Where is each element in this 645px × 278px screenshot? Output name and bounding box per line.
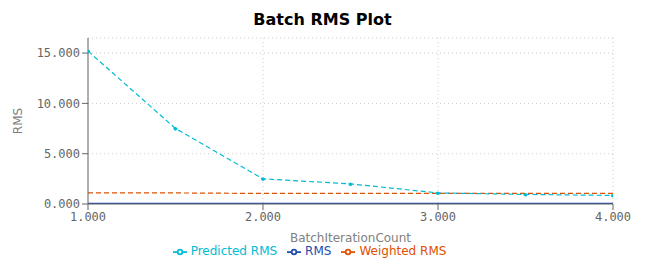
html-text:RMS: RMS [305,244,332,258]
svg-text:4.000: 4.000 [595,210,631,224]
svg-text:15.000: 15.000 [37,46,80,60]
html-text:Predicted RMS: Predicted RMS [190,244,278,258]
svg-text:5.000: 5.000 [44,147,80,161]
svg-text:3.000: 3.000 [420,210,456,224]
svg-text:RMS: RMS [11,108,25,134]
svg-text:10.000: 10.000 [37,97,80,111]
svg-text:1.000: 1.000 [70,210,106,224]
html-text:Weighted RMS: Weighted RMS [359,244,447,258]
svg-text:2.000: 2.000 [245,210,281,224]
svg-text:0.000: 0.000 [44,197,80,211]
html-text:Batch RMS Plot: Batch RMS Plot [253,10,392,29]
svg-text:BatchIterationCount: BatchIterationCount [290,231,411,245]
